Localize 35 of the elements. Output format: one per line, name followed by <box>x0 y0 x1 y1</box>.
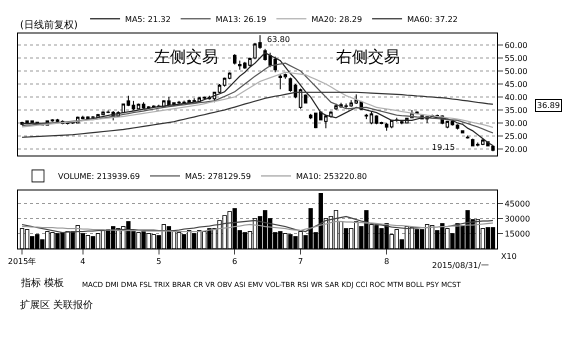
annotation: 左侧交易 <box>154 47 218 66</box>
y-tick-label: 20.00 <box>504 144 528 154</box>
y-tick-label: 50.00 <box>504 66 528 76</box>
y-tick-label: 40.00 <box>504 92 528 102</box>
y-tick-label: 35.00 <box>504 106 528 115</box>
text: 36.89 <box>537 101 560 110</box>
text: 指标 模板 <box>20 277 64 289</box>
x-tick-label: 2015年 <box>8 257 36 266</box>
y-tick-label: 15000 <box>504 229 530 238</box>
y-tick-label: 45.00 <box>504 80 528 89</box>
legend-label: MA60: 37.22 <box>407 14 458 24</box>
x-tick-label: 8 <box>384 257 390 266</box>
y-tick-label: 25.00 <box>504 132 528 141</box>
text: 2015/08/31/一 <box>432 261 489 270</box>
y-tick-label: 55.00 <box>504 54 528 63</box>
legend-label: MA5: 21.32 <box>125 14 171 24</box>
legend-label: MA10: 253220.80 <box>296 172 368 182</box>
y-tick-label: 45000 <box>504 199 530 208</box>
legend-label: MA20: 28.29 <box>311 14 362 24</box>
annotation: 右侧交易 <box>336 47 400 66</box>
legend-label: VOLUME: 213939.69 <box>58 172 140 182</box>
y-tick-label: 60.00 <box>504 40 528 50</box>
x-tick-label: 5 <box>156 257 162 266</box>
annotation: 63.80 <box>267 35 290 44</box>
legend-label: MA5: 278129.59 <box>185 172 251 182</box>
x-tick-label: 6 <box>232 257 238 266</box>
x-tick-label: 4 <box>80 257 86 266</box>
annotation: 19.15 <box>432 143 455 152</box>
y-tick-label: 30.00 <box>504 118 528 128</box>
y-tick-label: 30000 <box>504 214 530 224</box>
x-tick-label: 7 <box>298 257 304 266</box>
legend-label: MA13: 26.19 <box>216 14 266 24</box>
text: X10 <box>501 252 517 261</box>
text: 扩展区 关联报价 <box>20 299 94 311</box>
chart-title: (日线前复权) <box>20 19 78 31</box>
